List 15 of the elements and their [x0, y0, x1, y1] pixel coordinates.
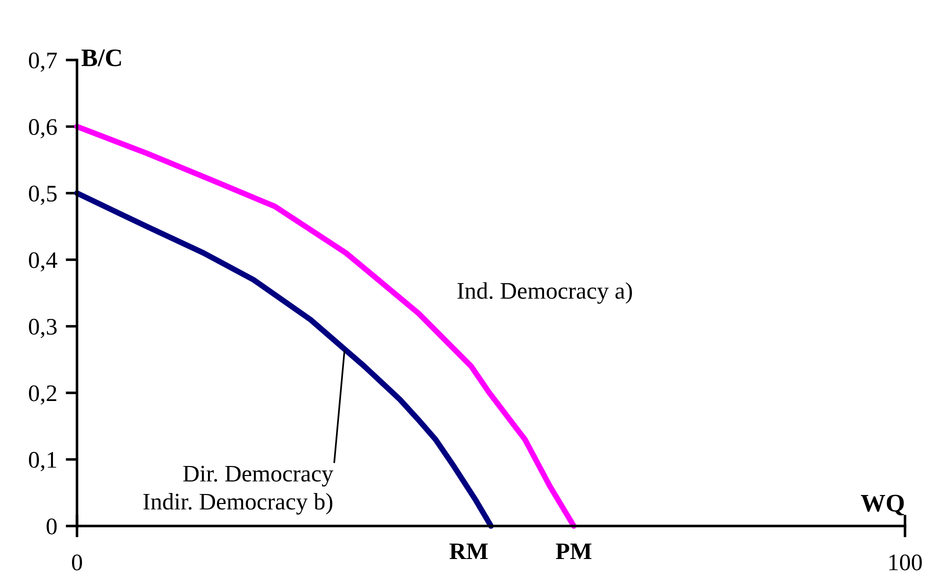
y-tick-label: 0,4 [28, 252, 58, 272]
y-tick-label: 0,7 [28, 52, 57, 72]
y-tick-label: 0,5 [28, 186, 57, 205]
y-tick-label: 0,3 [28, 318, 57, 338]
x-axis-title: WQ [860, 494, 904, 516]
annotation: PM [556, 544, 592, 560]
y-tick-label: 0,6 [28, 119, 57, 138]
annotation: RM [450, 544, 488, 560]
y-tick-label: 0,2 [28, 385, 56, 405]
x-tick-label: 100 [889, 554, 922, 570]
annotation: Dir. Democracy Indir. Democracy b) [143, 466, 334, 515]
y-tick-label: 0,1 [28, 452, 56, 472]
y-axis-title: B/C [82, 49, 121, 66]
annotation: Ind. Democracy a) [458, 282, 632, 304]
y-tick-label: 0 [46, 518, 57, 534]
